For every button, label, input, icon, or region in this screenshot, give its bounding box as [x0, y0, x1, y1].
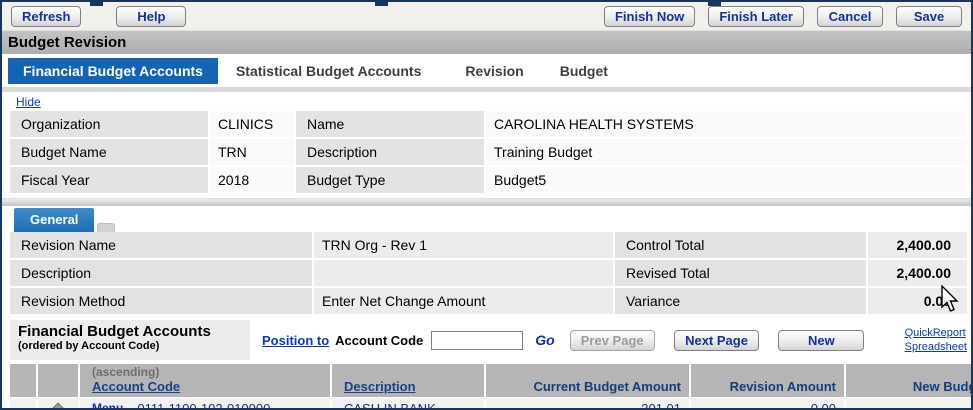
collapsed-tab-stub[interactable] [97, 223, 116, 232]
variance-value: 0.00 [868, 288, 967, 314]
revision-amount-column-header: Revision Amount [691, 364, 844, 397]
quickreport-link[interactable]: QuickReport [904, 327, 966, 339]
revision-method-label: Revision Method [10, 288, 312, 314]
row-account-code-cell: Menu 0111-1100-102-010000 [80, 398, 330, 410]
general-tab-row: General [2, 206, 971, 232]
accounts-title-text: Financial Budget Accounts [18, 323, 211, 340]
row-description: CASH IN BANK [332, 398, 484, 408]
fiscal-year-value: 2018 [210, 167, 294, 193]
revised-total-value: 2,400.00 [868, 260, 967, 286]
account-code-label: Account Code [335, 332, 424, 348]
account-code-input[interactable] [431, 330, 524, 350]
description-value: Training Budget [486, 139, 967, 165]
revised-total-label: Revised Total [615, 260, 866, 286]
finish-later-button[interactable]: Finish Later [708, 5, 804, 27]
name-label: Name [296, 111, 484, 137]
toolbar: Refresh Help Finish Now Finish Later Can… [2, 2, 971, 31]
account-code-column-header: (ascending) Account Code [80, 364, 330, 397]
window-chrome-artifact [708, 2, 721, 6]
fiscal-year-label: Fiscal Year [10, 167, 208, 193]
page-title: Budget Revision [2, 31, 971, 54]
tab-general[interactable]: General [14, 208, 95, 232]
organization-label: Organization [10, 111, 208, 137]
new-budget-column-header: New Budget [846, 364, 971, 397]
description-label: Description [296, 139, 484, 165]
sort-direction-note: (ascending) [92, 365, 160, 379]
tab-revision[interactable]: Revision [465, 62, 524, 79]
budget-header-section: Hide Organization CLINICS Name CAROLINA … [2, 92, 971, 193]
window-chrome-artifact [375, 2, 388, 6]
tab-statistical-budget-accounts[interactable]: Statistical Budget Accounts [235, 62, 422, 79]
budget-type-label: Budget Type [296, 167, 484, 193]
spreadsheet-link[interactable]: Spreadsheet [904, 341, 967, 353]
tab-bar: Financial Budget Accounts Statistical Bu… [2, 54, 971, 87]
row-status-cell [38, 398, 78, 408]
revision-name-value: TRN Org - Rev 1 [314, 232, 613, 258]
variance-label: Variance [615, 288, 866, 314]
organization-value: CLINICS [210, 111, 294, 137]
position-to-link[interactable]: Position to [262, 332, 330, 348]
revision-amount-header-text: Revision Amount [729, 379, 836, 394]
revision-description-value [314, 260, 613, 286]
cancel-button[interactable]: Cancel [817, 5, 883, 27]
help-button[interactable]: Help [116, 5, 187, 27]
select-column-header [10, 364, 36, 397]
go-link[interactable]: Go [535, 332, 555, 348]
current-budget-amount-header-text: Current Budget Amount [533, 379, 681, 394]
row-account-code: 0111-1100-102-010000 [137, 400, 271, 410]
window-chrome-artifact [90, 2, 103, 6]
revision-form: Revision Name TRN Org - Rev 1 Control To… [10, 232, 967, 314]
record-marker-icon [52, 402, 64, 408]
accounts-section-header: Financial Budget Accounts (ordered by Ac… [10, 320, 967, 360]
control-total-value: 2,400.00 [868, 232, 967, 258]
name-value: CAROLINA HEALTH SYSTEMS [486, 111, 967, 137]
prev-page-button[interactable]: Prev Page [569, 329, 655, 351]
accounts-subtitle-text: (ordered by Account Code) [18, 340, 160, 352]
section-splitter [2, 198, 971, 206]
revision-description-label: Description [10, 260, 312, 286]
accounts-table: (ascending) Account Code Description Cur… [10, 364, 971, 410]
current-budget-amount-column-header: Current Budget Amount [486, 364, 689, 397]
account-code-sort-link[interactable]: Account Code [92, 379, 181, 394]
row-current-budget-amount: 301.01 [486, 398, 689, 408]
tab-financial-budget-accounts[interactable]: Financial Budget Accounts [8, 57, 218, 84]
table-row: Menu 0111-1100-102-010000 CASH IN BANK 3… [10, 398, 971, 410]
budget-name-value: TRN [210, 139, 294, 165]
accounts-table-header: (ascending) Account Code Description Cur… [10, 364, 971, 397]
control-total-label: Control Total [615, 232, 866, 258]
description-column-header: Description [332, 364, 484, 397]
hide-link[interactable]: Hide [16, 95, 41, 109]
next-page-button[interactable]: Next Page [674, 329, 759, 351]
revision-method-value: Enter Net Change Amount [314, 288, 613, 314]
menu-column-header [38, 364, 78, 397]
new-button[interactable]: New [778, 329, 865, 351]
new-budget-header-text: New Budget [912, 379, 971, 394]
row-select-cell[interactable] [10, 398, 36, 408]
row-menu-link[interactable]: Menu [92, 401, 124, 410]
refresh-button[interactable]: Refresh [11, 5, 82, 27]
tab-budget[interactable]: Budget [559, 62, 608, 79]
finish-now-button[interactable]: Finish Now [603, 5, 696, 27]
pager-buttons: Prev Page Next Page New [555, 329, 865, 351]
accounts-section-title: Financial Budget Accounts (ordered by Ac… [10, 320, 250, 360]
row-revision-amount: 0.00 [691, 398, 844, 408]
budget-type-value: Budget5 [486, 167, 967, 193]
separator [2, 87, 971, 92]
revision-name-label: Revision Name [10, 232, 312, 258]
budget-name-label: Budget Name [10, 139, 208, 165]
row-new-budget [846, 398, 971, 408]
description-sort-link[interactable]: Description [344, 379, 416, 394]
save-button[interactable]: Save [896, 5, 962, 27]
